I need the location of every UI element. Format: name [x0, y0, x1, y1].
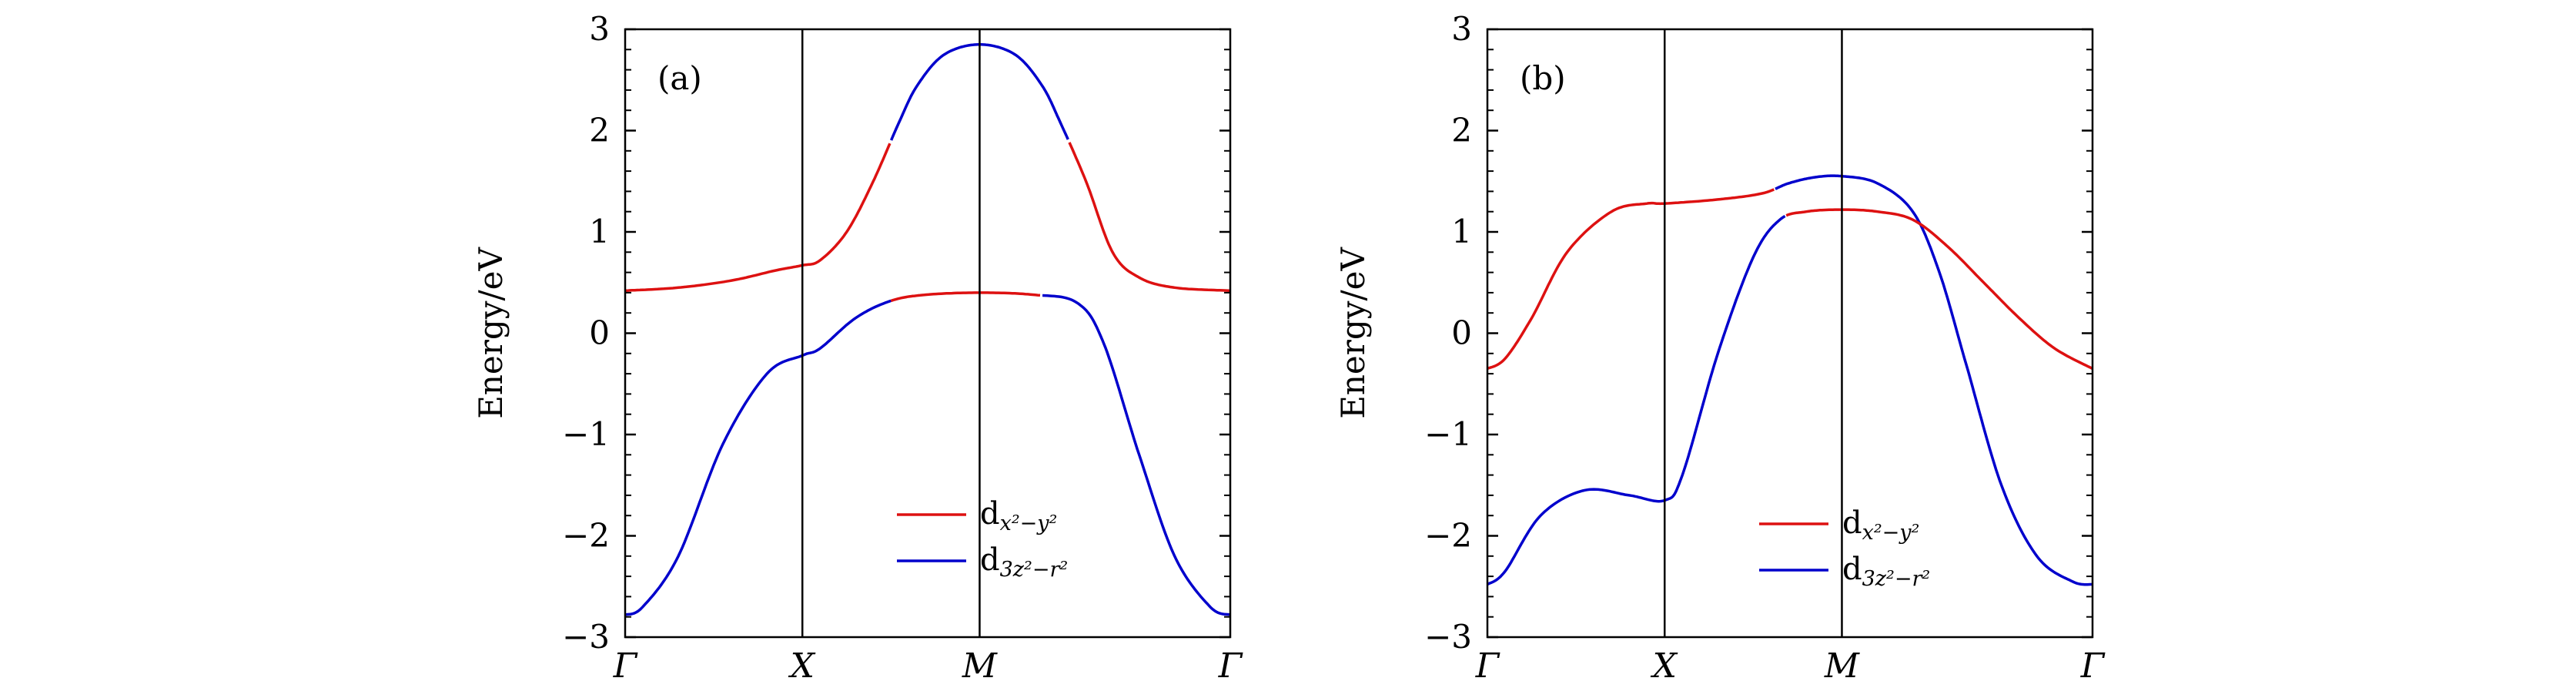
y-tick-label: 0 [589, 314, 610, 352]
y-tick-label: −2 [562, 517, 610, 555]
panel-label: (b) [1520, 59, 1566, 97]
y-axis-title: Energy/eV [472, 247, 510, 419]
band-curve-1-segment-1 [624, 143, 892, 293]
y-tick-label: −3 [562, 618, 610, 656]
band-curve-2-segment-2 [1785, 208, 2093, 371]
legend-label-2: d3z²−r² [1842, 552, 1930, 591]
y-tick-label: 0 [1451, 314, 1472, 352]
x-point-label-4: Γ [1218, 646, 1243, 686]
panel-label: (a) [657, 59, 702, 97]
y-tick-label: −3 [1424, 618, 1472, 656]
y-tick-label: 3 [1451, 10, 1472, 48]
y-tick-label: −1 [562, 415, 610, 453]
band-curve-2-segment-3 [1042, 294, 1231, 616]
x-point-label-4: Γ [2080, 646, 2106, 686]
legend-label-2: d3z²−r² [980, 542, 1068, 582]
x-point-label-1: Γ [613, 646, 638, 686]
plot-frame [1486, 28, 2094, 639]
y-tick-label: 3 [589, 10, 610, 48]
y-tick-label: 2 [589, 112, 610, 149]
band-curve-1-segment-3 [1068, 142, 1231, 293]
x-point-label-1: Γ [1475, 646, 1500, 686]
y-tick-label: 1 [589, 213, 610, 250]
plot-frame [624, 28, 1232, 639]
y-tick-label: 2 [1451, 112, 1472, 149]
band-curve-2-segment-1 [624, 299, 892, 616]
legend-label-1: dx²−y² [1842, 505, 1919, 545]
x-point-label-3: M [962, 646, 998, 686]
x-point-label-2: X [788, 646, 816, 686]
y-tick-label: −2 [1424, 517, 1472, 555]
band-curve-2-segment-1 [1487, 214, 1786, 586]
y-tick-label: −1 [1424, 415, 1472, 453]
y-tick-label: 1 [1451, 213, 1472, 250]
band-curve-1-segment-1 [1487, 188, 1775, 371]
x-point-label-3: M [1824, 646, 1860, 686]
y-axis-title: Energy/eV [1334, 247, 1372, 419]
legend-label-1: dx²−y² [980, 496, 1057, 535]
x-point-label-2: X [1651, 646, 1678, 686]
band-curve-1-segment-2 [1775, 174, 2093, 586]
band-curve-2-segment-2 [890, 291, 1041, 303]
